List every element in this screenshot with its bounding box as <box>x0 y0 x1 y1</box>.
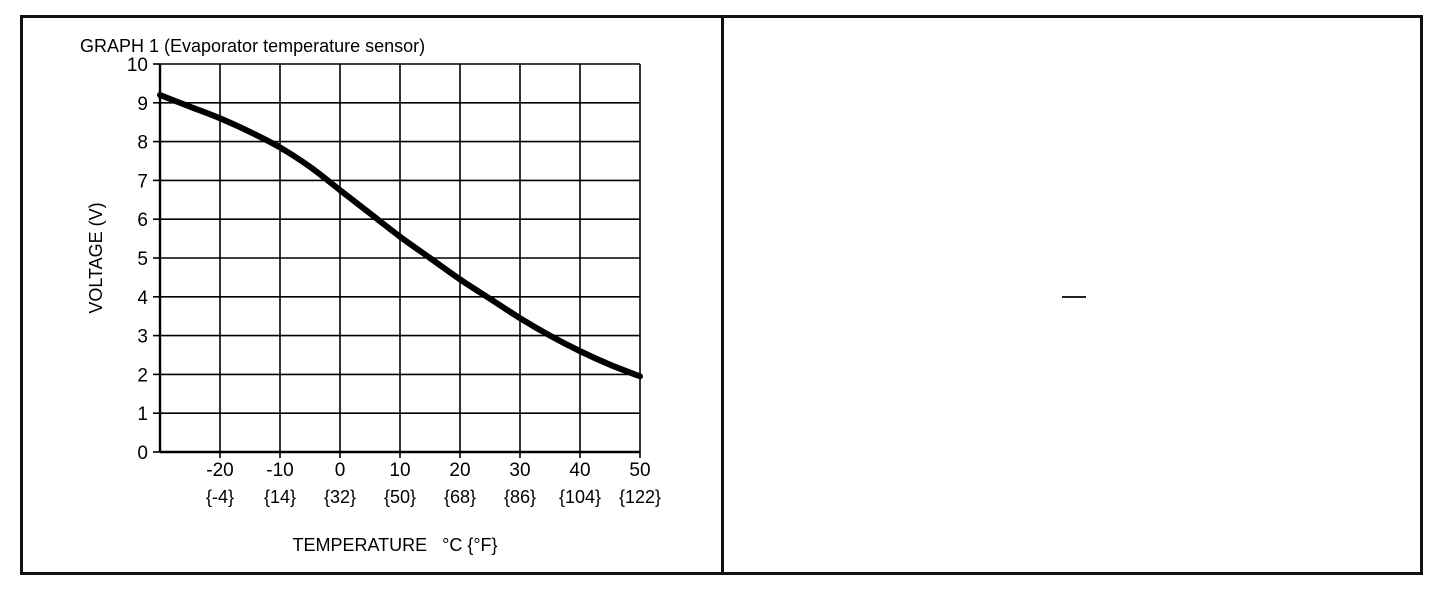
y-tick-label: 5 <box>137 249 148 270</box>
x-tick-label: 10 <box>389 460 410 481</box>
y-tick-label: 7 <box>137 171 148 192</box>
x-tick-sublabel: {32} <box>324 487 356 507</box>
y-tick-label: 2 <box>137 365 148 386</box>
chart-title: GRAPH 1 (Evaporator temperature sensor) <box>80 36 425 56</box>
x-tick-sublabel: {86} <box>504 487 536 507</box>
axes <box>158 64 640 454</box>
x-tick-label: 50 <box>629 460 650 481</box>
x-tick-label: -20 <box>206 460 233 481</box>
x-tick-sublabel: {50} <box>384 487 416 507</box>
x-tick-sublabel: {14} <box>264 487 296 507</box>
y-tick-label: 6 <box>137 210 148 231</box>
x-tick-sublabel: {104} <box>559 487 601 507</box>
panel-divider <box>721 15 724 575</box>
y-axis-label: VOLTAGE (V) <box>86 202 106 313</box>
y-tick-label: 3 <box>137 327 148 348</box>
x-tick-sublabel: {-4} <box>206 487 234 507</box>
x-tick-label: -10 <box>266 460 293 481</box>
x-tick-label: 40 <box>569 460 590 481</box>
y-tick-labels: 0 1 2 3 4 5 6 7 8 9 10 <box>127 55 149 464</box>
x-tick-label: 20 <box>449 460 470 481</box>
y-tick-label: 10 <box>127 55 148 76</box>
x-axis-label: TEMPERATURE °C {°F} <box>292 535 497 555</box>
x-tick-sublabel: {122} <box>619 487 661 507</box>
y-tick-label: 9 <box>137 94 148 115</box>
x-tick-labels: -20 {-4} -10 {14} 0 {32} 10 {50} 20 {68} 30 {86} 40 {… <box>206 460 661 507</box>
x-tick-label: 0 <box>335 460 346 481</box>
y-tick-label: 4 <box>137 288 148 309</box>
x-tick-sublabel: {68} <box>444 487 476 507</box>
data-series <box>157 92 643 380</box>
voltage-curve <box>157 92 643 380</box>
y-tick-label: 0 <box>137 443 148 464</box>
x-tick-label: 30 <box>509 460 530 481</box>
right-panel-mark <box>1062 296 1086 298</box>
y-tick-label: 8 <box>137 133 148 154</box>
y-tick-label: 1 <box>137 404 148 425</box>
